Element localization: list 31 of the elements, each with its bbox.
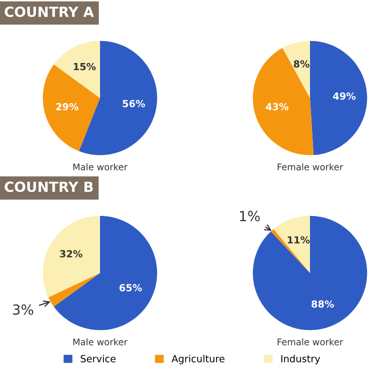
text: Female worker [278, 338, 344, 346]
pie-slice [54, 40, 100, 98]
legend-label: Agriculture [172, 354, 224, 364]
pie-slice [252, 48, 314, 156]
pie-slice [270, 228, 310, 273]
text: Male worker [73, 163, 128, 170]
text: Female worker [278, 163, 344, 170]
data-label: 43% [266, 103, 288, 110]
legend-label: Service [80, 354, 116, 362]
chart-title: COUNTRY B [4, 182, 93, 192]
pie-slice [282, 40, 310, 98]
chart-title: COUNTRY A [4, 6, 94, 18]
data-label: 65% [120, 284, 142, 292]
data-label: 15% [74, 62, 96, 70]
legend-label: Industry [281, 354, 320, 364]
data-label: 1% [240, 210, 260, 222]
data-label: 3% [13, 304, 34, 315]
data-label: 29% [56, 103, 78, 110]
pie-slice [310, 40, 368, 156]
data-label: 56% [122, 100, 146, 108]
data-label: 8% [294, 60, 310, 68]
pie-slice [42, 64, 100, 152]
text: Male worker [73, 338, 128, 346]
data-label: 32% [60, 250, 82, 258]
pie-slice [54, 216, 158, 330]
pie-slice [42, 216, 100, 298]
pie-slice [274, 216, 310, 273]
data-label: 88% [312, 300, 334, 308]
pie-slice [48, 273, 100, 307]
data-label: 49% [333, 92, 356, 100]
data-label: 11% [288, 236, 310, 244]
